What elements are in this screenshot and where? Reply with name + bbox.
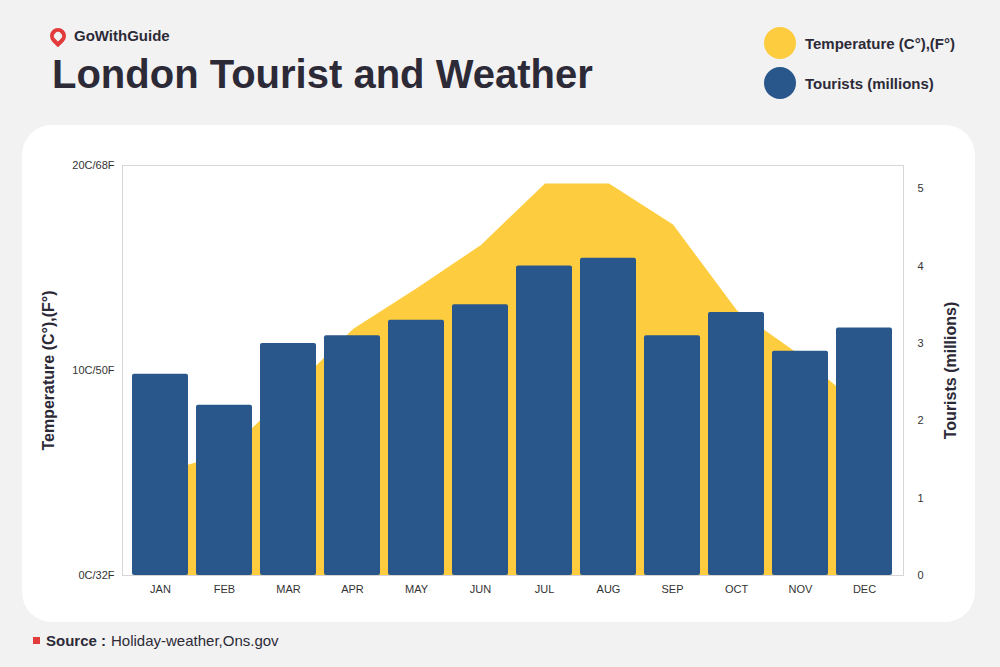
svg-text:APR: APR — [341, 583, 364, 595]
svg-text:NOV: NOV — [789, 583, 814, 595]
svg-text:Temperature (C°),(F°): Temperature (C°),(F°) — [40, 290, 57, 450]
html-text:Source : Holiday-weather,Ons.g: Source : Holiday-weather,Ons.gov — [46, 632, 279, 649]
svg-text:JUN: JUN — [470, 583, 491, 595]
svg-text:AUG: AUG — [597, 583, 621, 595]
svg-text:Tourists (millions): Tourists (millions) — [942, 302, 959, 439]
svg-text:FEB: FEB — [214, 583, 235, 595]
svg-text:SEP: SEP — [661, 583, 683, 595]
svg-text:JUL: JUL — [535, 583, 555, 595]
svg-text:0C/32F: 0C/32F — [78, 569, 114, 581]
html-text:GoWithGuide: GoWithGuide — [74, 27, 170, 44]
svg-text:3: 3 — [918, 337, 924, 349]
svg-text:10C/50F: 10C/50F — [72, 364, 114, 376]
svg-text:MAR: MAR — [276, 583, 301, 595]
svg-text:JAN: JAN — [150, 583, 171, 595]
svg-text:OCT: OCT — [725, 583, 749, 595]
svg-text:20C/68F: 20C/68F — [72, 159, 114, 171]
svg-text:5: 5 — [918, 182, 924, 194]
svg-text:1: 1 — [918, 492, 924, 504]
svg-text:2: 2 — [918, 414, 924, 426]
html-text:Temperature (C°),(F°): Temperature (C°),(F°) — [804, 34, 955, 52]
svg-text:DEC: DEC — [853, 583, 876, 595]
svg-text:4: 4 — [918, 260, 924, 272]
html-text:London Tourist and Weather: London Tourist and Weather — [52, 52, 593, 96]
svg-text:MAY: MAY — [405, 583, 429, 595]
html-text:Tourists (millions): Tourists (millions) — [804, 74, 934, 92]
svg-text:0: 0 — [918, 569, 924, 581]
